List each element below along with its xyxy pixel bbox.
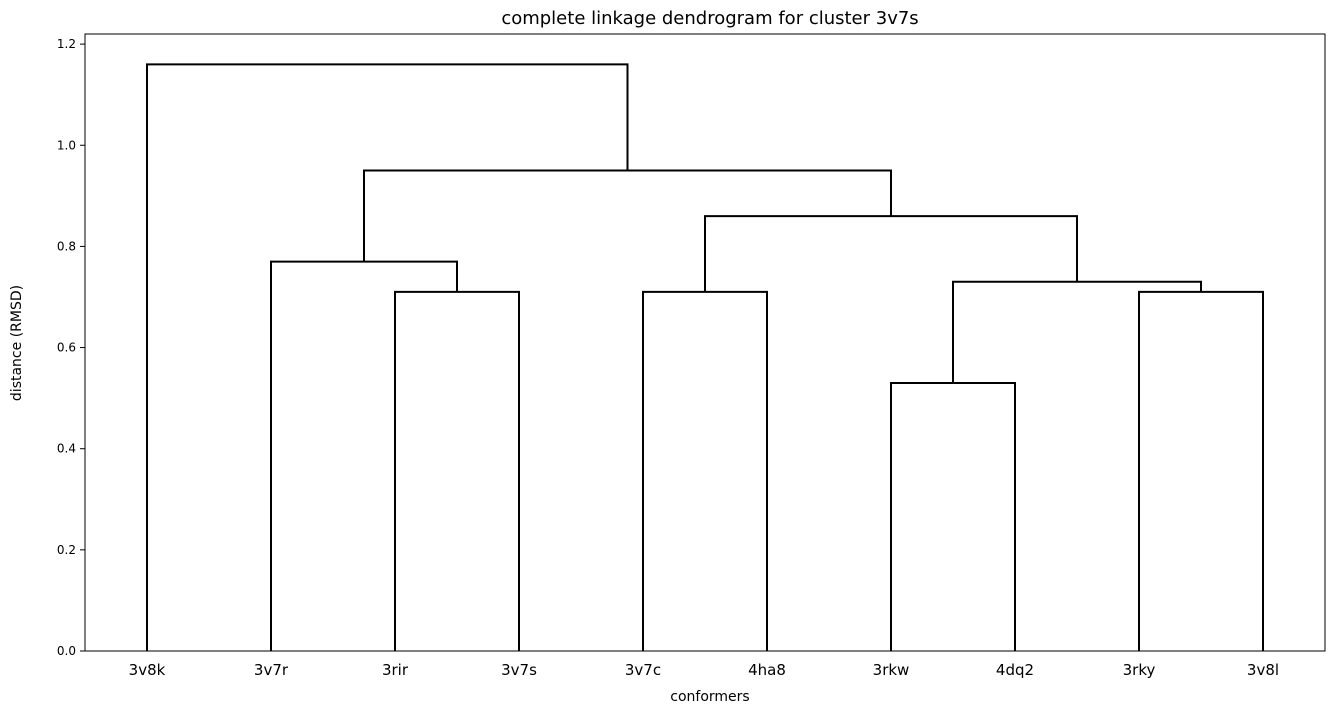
dendrogram-link (146, 63, 629, 651)
plot-area: 0.0 0.2 0.4 0.6 0.8 1.0 1.2 3v8k 3v7r 3rir 3v7s 3v7… (57, 33, 1326, 679)
y-axis-label: distance (RMSD) (9, 285, 25, 401)
x-tick-label: 4ha8 (748, 661, 786, 679)
x-tick-label: 3v7s (501, 661, 537, 679)
y-tick-label: 0.2 (57, 543, 76, 557)
y-tick-label: 1.2 (57, 37, 76, 51)
y-tick-label: 1.0 (57, 138, 76, 152)
y-tick-label: 0.4 (57, 442, 76, 456)
chart-title: complete linkage dendrogram for cluster … (501, 8, 918, 29)
dendrogram-link (394, 290, 520, 651)
plot-frame (84, 33, 1326, 652)
dendrogram-link (890, 381, 1016, 651)
dendrogram-link (952, 280, 1202, 383)
x-tick-label: 3rkw (873, 661, 910, 679)
x-axis-label: conformers (670, 689, 749, 705)
x-tick-label: 3v8l (1247, 661, 1279, 679)
x-tick-label: 4dq2 (996, 661, 1034, 679)
x-tick-label: 3v8k (129, 661, 166, 679)
x-tick-label: 3rir (382, 661, 409, 679)
x-tick-label: 3v7r (254, 661, 289, 679)
x-tick-label: 3rky (1123, 661, 1156, 679)
dendrogram-link (642, 290, 768, 651)
dendrogram-link (704, 215, 1078, 292)
dendrogram-link (1138, 290, 1264, 651)
y-tick-label: 0.0 (57, 644, 76, 658)
dendrogram-link (270, 260, 458, 651)
y-tick-label: 0.8 (57, 239, 76, 253)
x-tick-label: 3v7c (625, 661, 661, 679)
y-tick-label: 0.6 (57, 341, 76, 355)
